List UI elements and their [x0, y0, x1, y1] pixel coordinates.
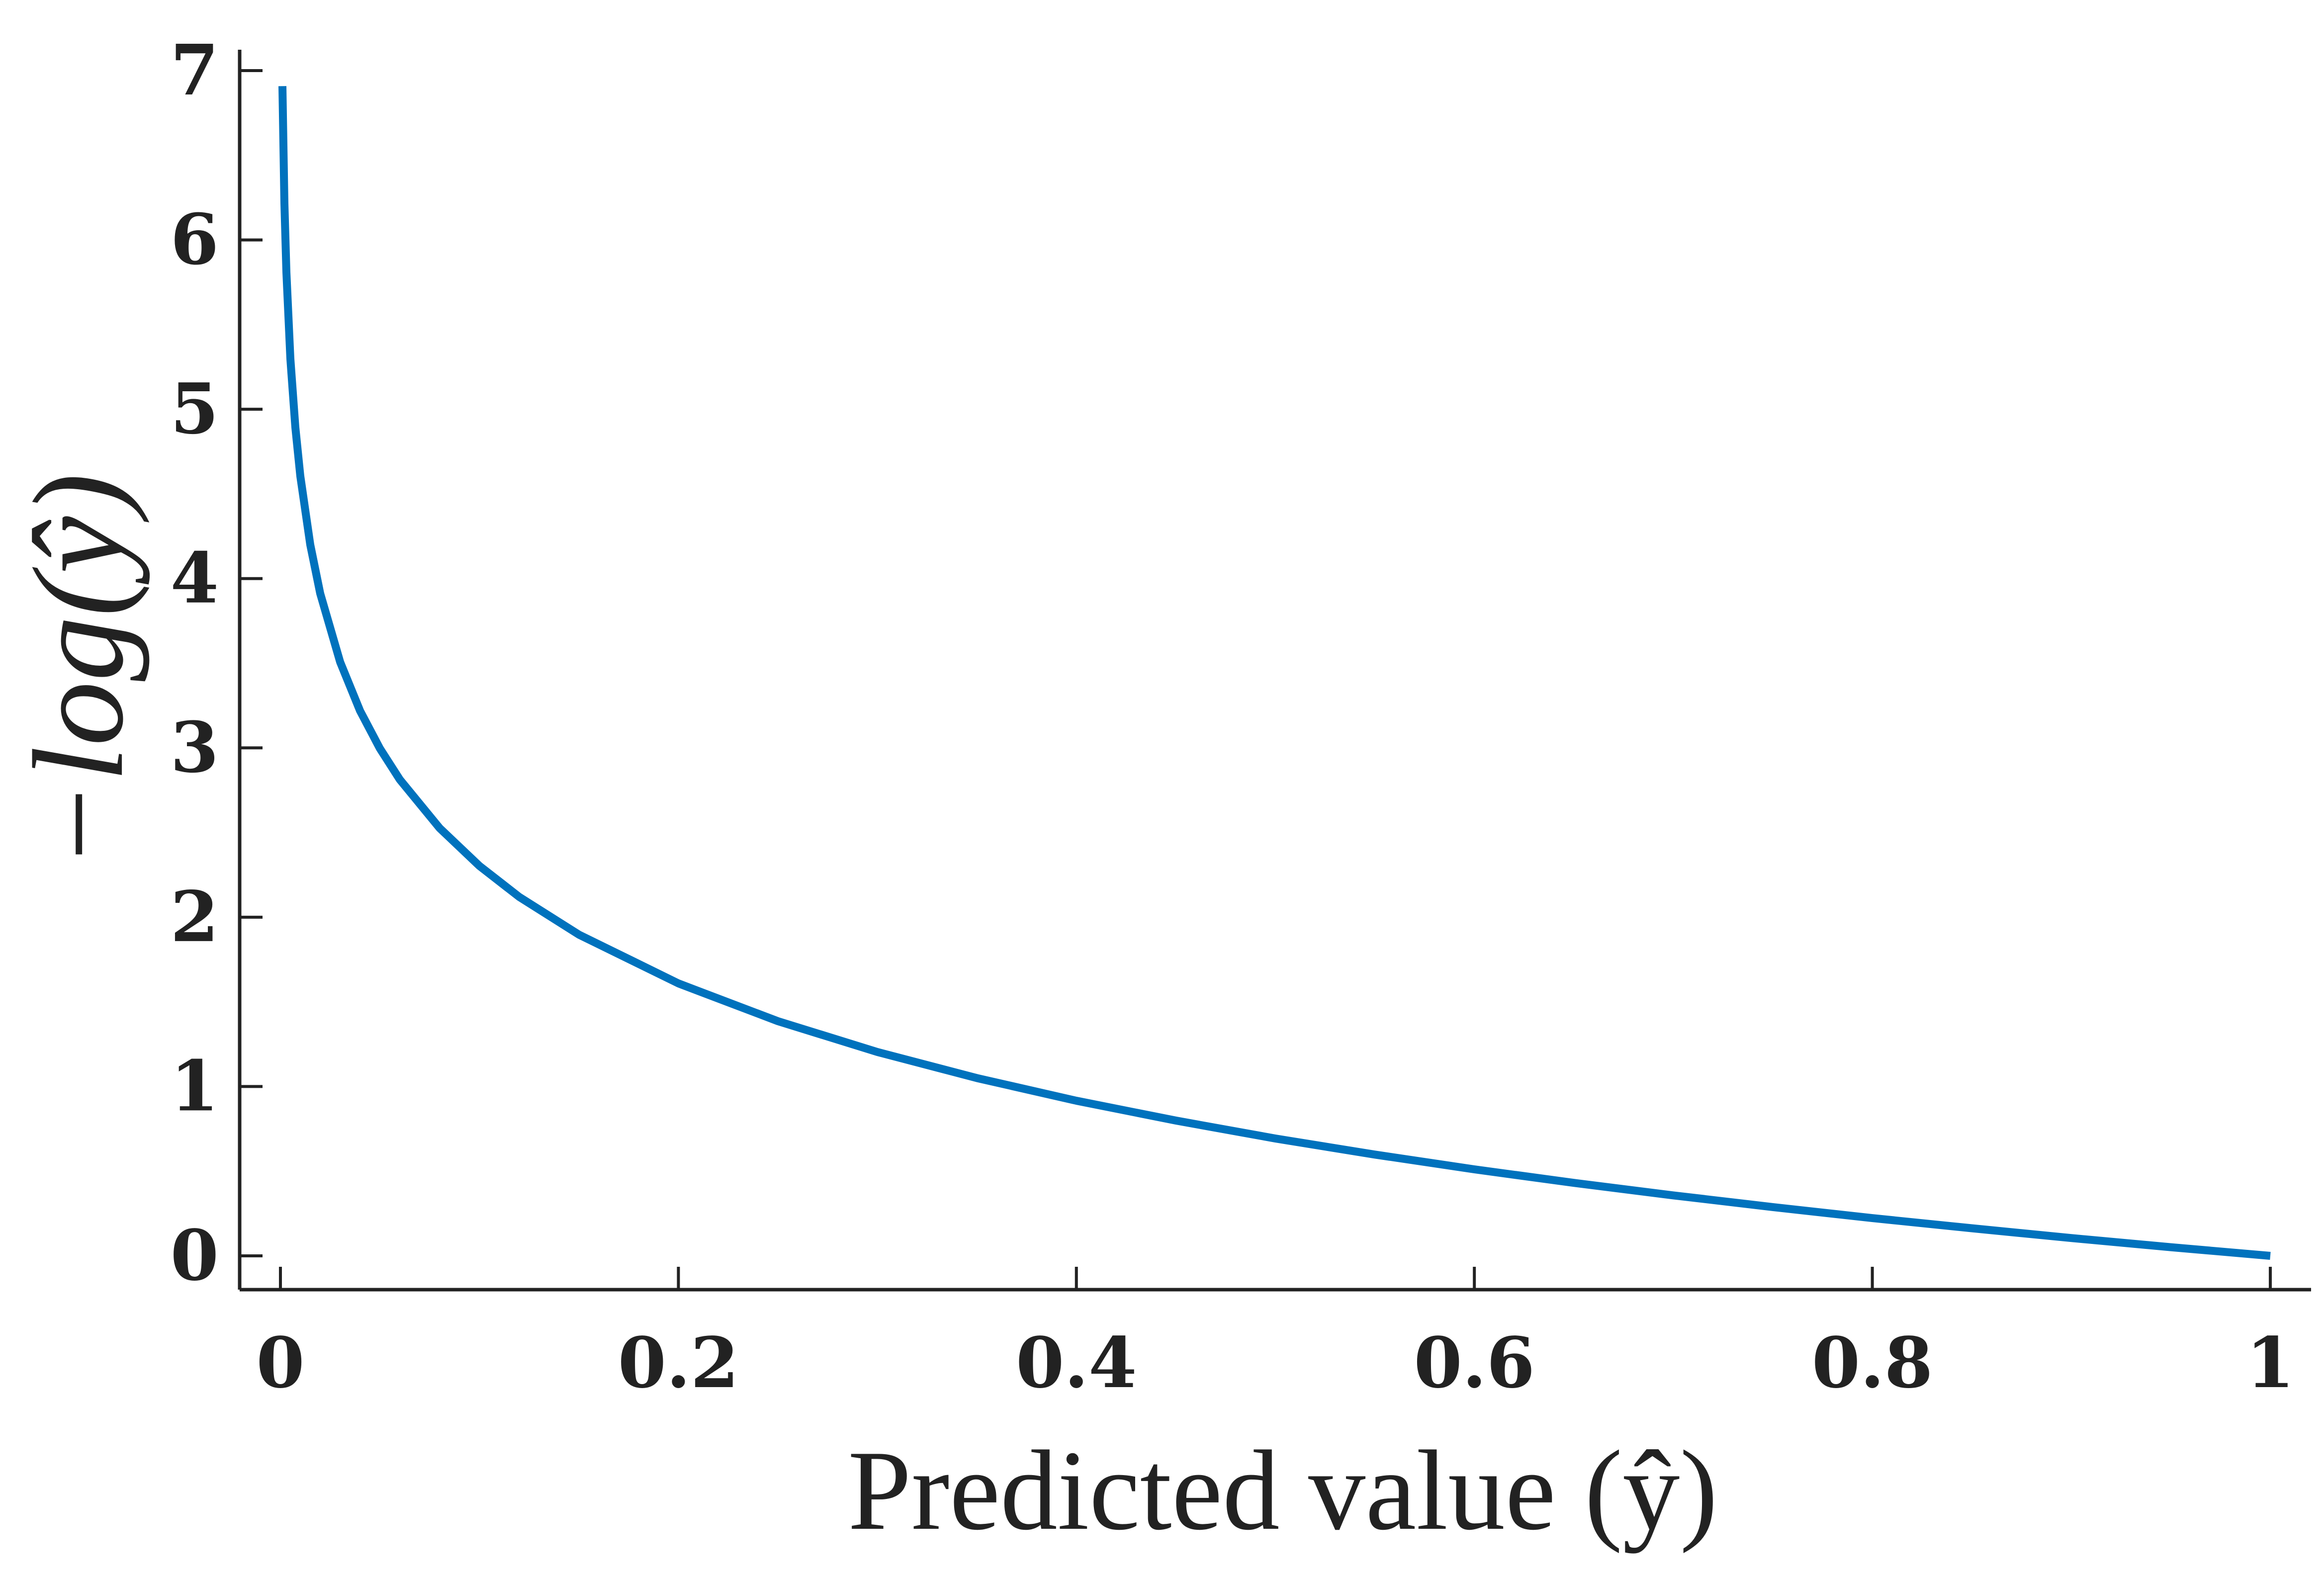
y-tick-label: 7	[171, 30, 219, 111]
y-axis-title: −log(ŷ)	[7, 473, 150, 869]
x-tick-label: 0.2	[618, 1322, 739, 1404]
y-tick-label: 2	[171, 877, 219, 958]
y-tick-label: 1	[171, 1046, 219, 1127]
y-tick-label: 3	[171, 707, 219, 789]
x-tick-label: 1	[2246, 1322, 2294, 1404]
y-axis-ticks: 0 1 2 3 4 5 6 7	[171, 30, 263, 1297]
series-layer	[278, 86, 2271, 1260]
y-tick-label: 6	[171, 199, 219, 281]
series-line	[278, 86, 2271, 1260]
x-tick-label: 0.6	[1414, 1322, 1535, 1404]
x-tick-label: 0.4	[1016, 1322, 1137, 1404]
x-tick-label: 0	[256, 1322, 304, 1404]
x-axis-title: Predicted value (ŷ)	[848, 1427, 1718, 1554]
y-tick-label: 0	[171, 1215, 219, 1297]
y-tick-label: 5	[171, 368, 219, 450]
y-tick-label: 4	[171, 538, 219, 619]
x-axis-ticks: 0 0.2 0.4 0.6 0.8 1	[256, 1267, 2295, 1404]
x-tick-label: 0.8	[1812, 1322, 1933, 1404]
